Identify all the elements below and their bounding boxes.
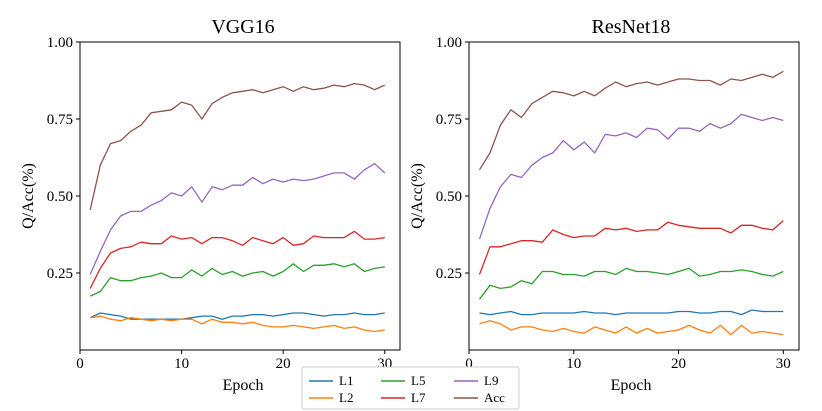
y-tick-label: 1.00: [47, 35, 73, 51]
y-axis-label: Q/Acc(%): [20, 163, 37, 229]
y-tick-label: 0.50: [47, 189, 73, 205]
legend-label-l7: L7: [411, 390, 426, 405]
legend-label-l2: L2: [339, 390, 353, 405]
x-axis-label: Epoch: [611, 377, 652, 394]
series-line-l7: [478, 220, 784, 275]
plot-frame: [79, 41, 401, 351]
legend-entries: L1 L2 L5 L7 L9 Acc: [309, 373, 505, 405]
y-tick-label: 0.50: [436, 189, 462, 205]
series-line-l9: [478, 113, 784, 240]
series-layer: [89, 82, 386, 333]
y-tick-label: 0.25: [47, 266, 73, 282]
series-line-l7: [89, 230, 385, 289]
y-tick-label: 0.75: [47, 112, 73, 128]
series-line-acc: [478, 70, 784, 171]
y-tick-label: 0.25: [436, 266, 462, 282]
series-line-l9: [89, 163, 386, 275]
x-axis-label: Epoch: [223, 377, 264, 394]
x-tick-label: 0: [465, 356, 473, 372]
legend-label-l9: L9: [484, 373, 498, 388]
chart-title: ResNet18: [592, 16, 671, 38]
series-line-l5: [478, 267, 784, 300]
x-tick-label: 10: [174, 356, 189, 372]
chart-resnet18: ResNet18 Epoch Q/Acc(%) 0 10 20 300.250.500…: [409, 16, 800, 394]
series-line-l2: [479, 320, 784, 336]
legend-label-l1: L1: [339, 373, 353, 388]
legend-label-l5: L5: [411, 373, 425, 388]
chart-vgg16: VGG16 Epoch Q/Acc(%) 0 10 20 300.250.500.75…: [20, 16, 401, 394]
axis-ticks: 0 10 20 30 0.25 0.50 0.75 1.00: [436, 35, 791, 372]
series-layer: [478, 70, 784, 336]
series-line-l5: [89, 263, 385, 297]
y-tick-label: 0.75: [436, 112, 462, 128]
x-tick-label: 20: [671, 356, 686, 372]
series-line-acc: [89, 82, 386, 211]
legend: L1 L2 L5 L7 L9 Acc: [301, 366, 520, 410]
series-line-l2: [90, 315, 385, 333]
axis-ticks: 0 10 20 300.250.500.751.00: [47, 35, 393, 372]
x-tick-label: 0: [76, 356, 84, 372]
y-axis-label: Q/Acc(%): [409, 163, 426, 229]
plot-frame: [468, 41, 800, 351]
chart-title: VGG16: [211, 16, 274, 38]
series-line-l1: [479, 309, 784, 316]
x-tick-label: 10: [566, 356, 581, 372]
x-tick-label: 30: [776, 356, 791, 372]
x-tick-label: 20: [276, 356, 291, 372]
legend-label-acc: Acc: [484, 390, 505, 405]
y-tick-label: 1.00: [436, 35, 462, 51]
